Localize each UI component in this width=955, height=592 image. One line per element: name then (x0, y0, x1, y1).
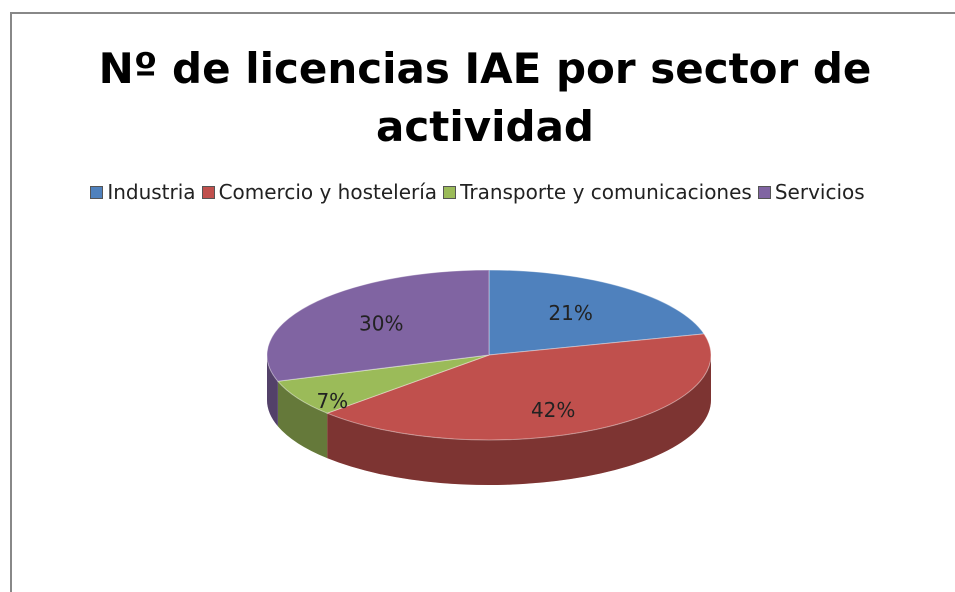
legend-label: Industria (107, 180, 196, 204)
slice-shade (277, 381, 328, 459)
data-label: 30% (359, 312, 403, 336)
data-label: 7% (316, 389, 348, 413)
slice-side (327, 355, 711, 485)
slice-shade (267, 355, 278, 427)
slice (325, 333, 712, 441)
slice (276, 354, 490, 414)
legend-label: Servicios (774, 180, 865, 204)
legend: Industria Comercio y hostelería Transporte… (0, 180, 955, 204)
chart-title: Nº de licencias IAE por sector de activi… (98, 44, 872, 151)
legend-item: Servicios (757, 180, 865, 204)
slice-side (267, 355, 278, 427)
chart-frame (10, 12, 955, 592)
slice-side (277, 381, 328, 459)
legend-swatch (443, 185, 457, 199)
slice (266, 269, 490, 382)
slice-shade (327, 355, 711, 485)
legend-swatch (201, 185, 215, 199)
legend-swatch (90, 185, 104, 199)
data-label: 21% (548, 301, 592, 325)
legend-item: Comercio y hostelería (201, 180, 438, 204)
slice (488, 269, 705, 356)
legend-item: Industria (90, 180, 196, 204)
legend-swatch (757, 185, 771, 199)
legend-item: Transporte y comunicaciones (443, 180, 752, 204)
legend-label: Comercio y hostelería (218, 180, 438, 204)
legend-label: Transporte y comunicaciones (460, 180, 752, 204)
data-label: 42% (531, 398, 575, 422)
